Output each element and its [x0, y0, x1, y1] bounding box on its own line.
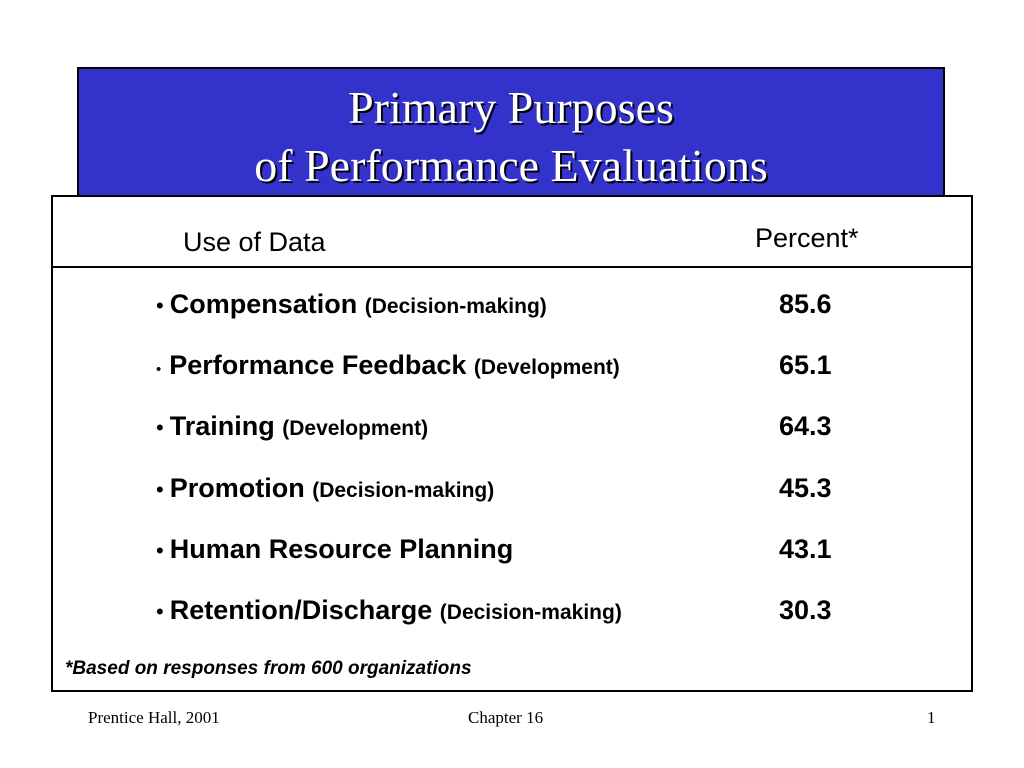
table-header-row: Use of Data Percent*	[53, 197, 971, 268]
table-row: • Human Resource Planning 43.1	[53, 534, 971, 574]
row-percent-value: 85.6	[779, 289, 832, 319]
row-label: • Human Resource Planning	[156, 534, 513, 565]
row-qualifier: (Development)	[473, 356, 620, 379]
footer-page-number: 1	[927, 708, 936, 727]
bullet-icon: •	[156, 415, 164, 440]
row-percent-value: 64.3	[779, 411, 832, 441]
row-qualifier: (Development)	[282, 417, 429, 440]
title-line-2: of Performance Evaluations	[254, 140, 768, 191]
column-header-use-of-data: Use of Data	[183, 227, 326, 257]
column-header-percent: Percent*	[755, 223, 859, 253]
footer-publisher: Prentice Hall, 2001	[88, 708, 220, 727]
bullet-icon: •	[156, 361, 162, 378]
purposes-table: Use of Data Percent* • Compensation (Deci…	[51, 195, 973, 692]
title-line-1: Primary Purposes	[348, 82, 674, 133]
row-label: • Training (Development)	[156, 411, 428, 442]
row-label-text: Promotion	[169, 473, 305, 503]
table-row: • Performance Feedback (Development) 65.1	[53, 350, 971, 390]
row-label-text: Compensation	[169, 289, 358, 319]
footnote: *Based on responses from 600 organizatio…	[65, 658, 472, 679]
table-row: • Training (Development) 64.3	[53, 411, 971, 451]
row-label-text: Human Resource Planning	[169, 534, 514, 564]
row-qualifier: (Decision-making)	[312, 479, 495, 502]
row-percent-value: 30.3	[779, 595, 832, 625]
title-banner: Primary Purposes of Performance Evaluati…	[77, 67, 945, 197]
row-label: • Retention/Discharge (Decision-making)	[156, 595, 622, 626]
row-qualifier: (Decision-making)	[364, 295, 547, 318]
row-percent-value: 45.3	[779, 473, 832, 503]
bullet-icon: •	[156, 293, 164, 318]
bullet-icon: •	[156, 477, 164, 502]
footer-chapter: Chapter 16	[468, 708, 544, 727]
row-label: • Performance Feedback (Development)	[156, 350, 620, 381]
row-percent-value: 65.1	[779, 350, 832, 380]
table-row: • Retention/Discharge (Decision-making) 3…	[53, 595, 971, 635]
row-label-text: Retention/Discharge	[169, 595, 433, 625]
row-label-text: Training	[169, 411, 275, 441]
row-percent-value: 43.1	[779, 534, 832, 564]
row-qualifier: (Decision-making)	[439, 601, 622, 624]
row-label-text: Performance Feedback	[169, 350, 467, 380]
bullet-icon: •	[156, 538, 164, 563]
table-row: • Promotion (Decision-making) 45.3	[53, 473, 971, 513]
bullet-icon: •	[156, 599, 164, 624]
table-row: • Compensation (Decision-making) 85.6	[53, 289, 971, 329]
row-label: • Promotion (Decision-making)	[156, 473, 494, 504]
row-label: • Compensation (Decision-making)	[156, 289, 547, 320]
